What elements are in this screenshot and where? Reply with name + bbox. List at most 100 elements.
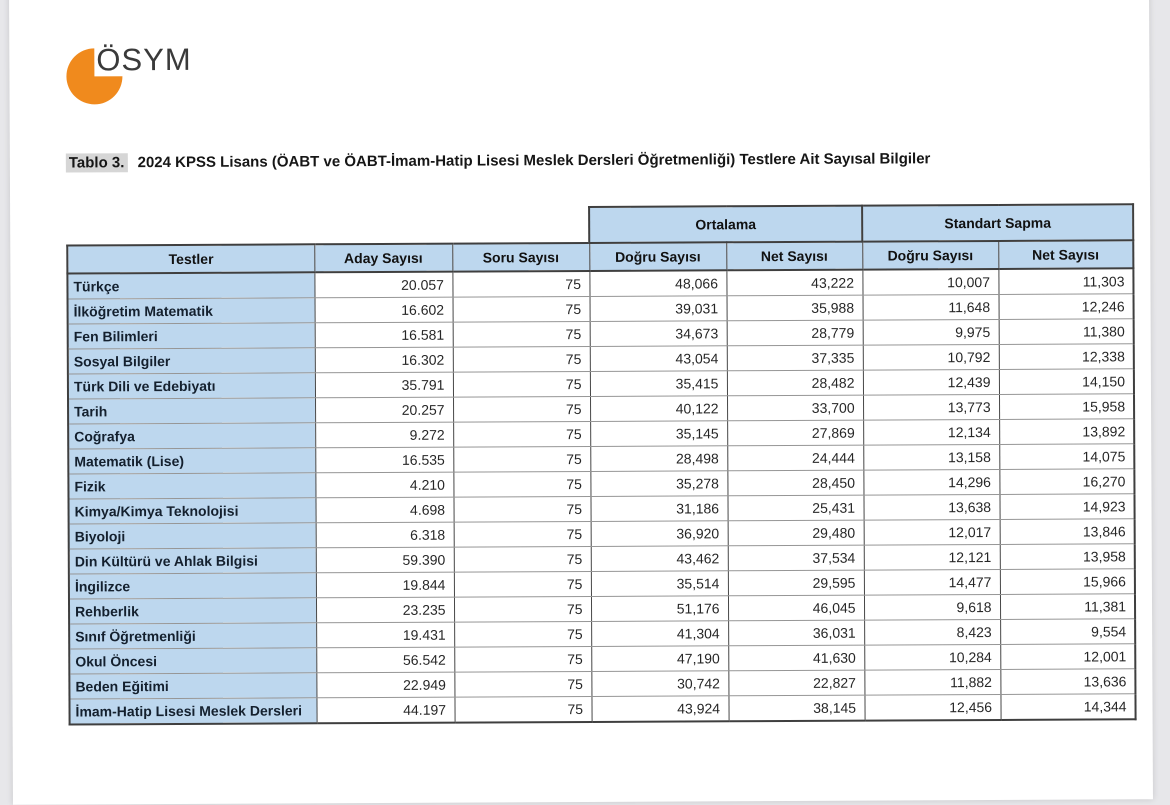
value-cell: 36,031 <box>728 620 865 646</box>
value-cell: 13,892 <box>999 418 1135 445</box>
value-cell: 4.698 <box>315 497 454 523</box>
value-cell: 12,456 <box>864 694 1001 721</box>
value-cell: 30,742 <box>591 670 729 697</box>
value-cell: 41,304 <box>591 620 729 647</box>
value-cell: 15,958 <box>999 393 1135 420</box>
value-cell: 10,284 <box>864 644 1001 671</box>
value-cell: 75 <box>453 596 592 623</box>
test-name-cell: Türkçe <box>67 272 315 300</box>
value-cell: 19.844 <box>315 572 454 598</box>
table-caption-text: 2024 KPSS Lisans (ÖABT ve ÖABT-İmam-Hati… <box>137 150 931 172</box>
value-cell: 13,158 <box>863 444 1000 471</box>
value-cell: 29,480 <box>727 520 864 546</box>
value-cell: 46,045 <box>727 595 865 621</box>
test-name-cell: Coğrafya <box>68 422 316 450</box>
test-name-cell: Sosyal Bilgiler <box>67 347 315 375</box>
value-cell: 43,462 <box>590 545 728 572</box>
table-caption: Tablo 3. 2024 KPSS Lisans (ÖABT ve ÖABT-… <box>65 149 1106 173</box>
value-cell: 35,514 <box>590 570 728 597</box>
value-cell: 8,423 <box>864 619 1001 646</box>
value-cell: 28,779 <box>726 320 863 346</box>
value-cell: 14,344 <box>1000 693 1136 720</box>
osym-logo-text: ÖSYM <box>96 41 192 78</box>
value-cell: 35,145 <box>590 420 728 447</box>
document-page: ÖSYM Tablo 3. 2024 KPSS Lisans (ÖABT ve … <box>9 0 1153 805</box>
column-header-soru-sayisi: Soru Sayısı <box>452 242 590 272</box>
value-cell: 22.949 <box>316 672 455 698</box>
value-cell: 22,827 <box>728 670 865 696</box>
value-cell: 10,792 <box>862 344 999 371</box>
value-cell: 20.257 <box>315 397 454 423</box>
value-cell: 75 <box>453 396 591 423</box>
value-cell: 14,075 <box>999 443 1135 470</box>
value-cell: 9,975 <box>862 319 999 346</box>
value-cell: 75 <box>454 646 592 673</box>
value-cell: 75 <box>452 346 590 373</box>
value-cell: 12,246 <box>998 293 1134 320</box>
value-cell: 37,335 <box>726 345 863 371</box>
value-cell: 16.302 <box>314 347 453 373</box>
test-name-cell: Tarih <box>68 397 316 425</box>
value-cell: 40,122 <box>590 395 728 422</box>
value-cell: 11,882 <box>864 669 1001 696</box>
value-cell: 12,001 <box>1000 643 1136 670</box>
value-cell: 28,482 <box>726 370 864 396</box>
value-cell: 59.390 <box>315 547 454 573</box>
value-cell: 35,278 <box>590 470 728 497</box>
value-cell: 13,636 <box>1000 668 1136 695</box>
column-header-aday-sayisi: Aday Sayısı <box>314 243 453 273</box>
test-name-cell: Okul Öncesi <box>69 647 317 675</box>
value-cell: 28,450 <box>727 470 864 496</box>
value-cell: 4.210 <box>315 472 454 498</box>
test-name-cell: Fizik <box>68 472 316 500</box>
column-header-sapma-dogru: Doğru Sayısı <box>862 240 999 270</box>
value-cell: 75 <box>452 270 590 298</box>
value-cell: 38,145 <box>728 695 865 722</box>
value-cell: 11,380 <box>998 318 1134 345</box>
test-name-cell: İngilizce <box>68 572 316 600</box>
value-cell: 37,534 <box>727 545 864 571</box>
test-name-cell: Fen Bilimleri <box>67 322 315 350</box>
test-name-cell: Türk Dili ve Edebiyatı <box>67 372 316 400</box>
value-cell: 31,186 <box>590 495 728 522</box>
value-cell: 75 <box>453 496 591 523</box>
table-caption-label: Tablo 3. <box>65 153 128 173</box>
value-cell: 75 <box>452 296 590 323</box>
value-cell: 12,338 <box>998 343 1134 370</box>
value-cell: 13,958 <box>999 543 1135 570</box>
test-name-cell: Matematik (Lise) <box>68 447 316 475</box>
value-cell: 10,007 <box>862 268 999 296</box>
value-cell: 75 <box>452 371 591 398</box>
value-cell: 75 <box>454 671 592 698</box>
column-header-sapma-net: Net Sayısı <box>998 240 1134 269</box>
value-cell: 13,846 <box>999 518 1135 545</box>
column-header-ortalama-net: Net Sayısı <box>726 241 863 271</box>
value-cell: 16,270 <box>999 468 1135 495</box>
value-cell: 75 <box>453 471 591 498</box>
value-cell: 15,966 <box>999 568 1136 595</box>
value-cell: 14,477 <box>863 569 1001 596</box>
value-cell: 43,222 <box>726 269 863 296</box>
value-cell: 27,869 <box>727 420 864 446</box>
value-cell: 41,630 <box>728 645 865 671</box>
value-cell: 75 <box>453 521 591 548</box>
value-cell: 75 <box>453 546 591 573</box>
test-name-cell: Rehberlik <box>68 597 317 625</box>
value-cell: 12,439 <box>862 369 1000 396</box>
value-cell: 75 <box>454 621 592 648</box>
group-header-standart-sapma: Standart Sapma <box>862 204 1134 242</box>
osym-logo: ÖSYM <box>66 42 246 109</box>
value-cell: 28,498 <box>590 445 728 472</box>
test-name-cell: Kimya/Kimya Teknolojisi <box>68 497 316 525</box>
value-cell: 75 <box>454 696 592 723</box>
value-cell: 25,431 <box>727 495 864 521</box>
test-name-cell: Din Kültürü ve Ahlak Bilgisi <box>68 547 316 575</box>
value-cell: 6.318 <box>315 522 454 548</box>
test-name-cell: Biyoloji <box>68 522 316 550</box>
column-header-testler: Testler <box>67 244 315 274</box>
test-name-cell: İmam-Hatip Lisesi Meslek Dersleri <box>69 697 317 725</box>
value-cell: 48,066 <box>589 270 727 297</box>
value-cell: 43,924 <box>591 695 729 722</box>
column-header-ortalama-dogru: Doğru Sayısı <box>589 242 727 271</box>
value-cell: 29,595 <box>727 570 865 596</box>
